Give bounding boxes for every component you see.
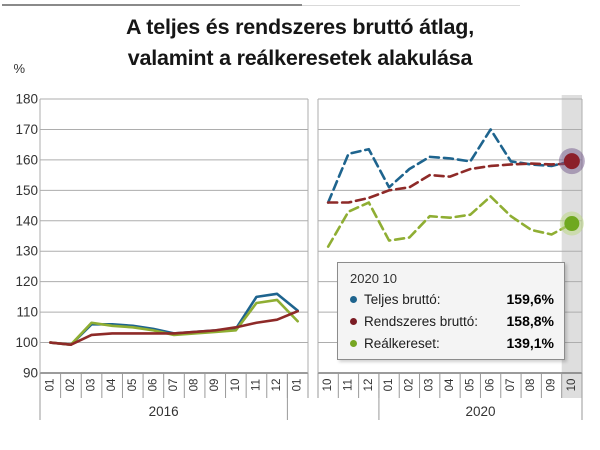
x-tick-label: 08: [189, 379, 201, 392]
legend-label: Teljes bruttó:: [364, 291, 441, 307]
year-label: 2020: [465, 404, 495, 419]
x-tick-label: 06: [147, 379, 159, 392]
chart-title: A teljes és rendszeres bruttó átlag, val…: [0, 12, 600, 74]
rendszeres-brutto-bullet-icon: [350, 317, 357, 325]
tooltip-period: 2020 10: [350, 271, 397, 286]
x-tick-label: 09: [209, 379, 221, 392]
chart-title-line2: valamint a reálkeresetek alakulása: [127, 46, 473, 70]
x-tick-label: 10: [566, 379, 578, 392]
svg-text:120: 120: [15, 274, 38, 289]
x-tick-label: 05: [127, 379, 139, 392]
legend-label: Rendszeres bruttó:: [364, 313, 479, 329]
svg-text:100: 100: [15, 335, 38, 350]
x-tick-label: 05: [464, 379, 476, 392]
x-tick-label: 07: [168, 379, 180, 392]
legend-item-teljes: Teljes bruttó: 159,6%: [350, 291, 554, 307]
x-tick-label: 07: [505, 379, 517, 392]
svg-text:90: 90: [23, 366, 38, 381]
x-tick-label: 03: [86, 379, 98, 392]
x-tick-label: 01: [292, 379, 304, 392]
year-label: 2016: [149, 404, 179, 419]
divider-line: [2, 4, 302, 6]
realkereset-bullet-icon: [350, 339, 357, 347]
x-tick-label: 11: [250, 379, 262, 391]
endpoint-marker: [563, 153, 580, 170]
x-tick-label: 01: [44, 379, 56, 392]
right-chart-2020: 10 11 12 01 02 03 04 05 06 07 08 09 10 2020: [317, 95, 585, 420]
endpoint-marker: [564, 216, 580, 232]
chart-title-line1: A teljes és rendszeres bruttó átlag,: [125, 15, 475, 39]
x-tick-label: 09: [546, 379, 558, 392]
divider-line-light: [302, 5, 520, 6]
teljes-brutto-bullet-icon: [350, 295, 357, 303]
x-tick-label: 08: [525, 379, 537, 392]
x-tick-label: 10: [322, 379, 334, 392]
x-tick-label: 04: [106, 378, 118, 391]
svg-text:160: 160: [15, 152, 38, 167]
tooltip-box: 2020 10 Teljes bruttó: 159,6% Rendszeres…: [337, 262, 565, 360]
x-tick-label: 02: [403, 379, 415, 392]
svg-text:170: 170: [15, 122, 38, 137]
legend-value: 158,8%: [506, 313, 554, 329]
legend-item-rendszeres: Rendszeres bruttó: 158,8%: [350, 313, 554, 329]
svg-text:150: 150: [15, 183, 38, 198]
svg-text:%: %: [13, 61, 25, 76]
legend-value: 159,6%: [506, 291, 554, 307]
svg-text:130: 130: [15, 244, 38, 259]
y-axis: % 180 170 160 150 140 130 120 110 100 90: [13, 61, 38, 381]
x-tick-label: 01: [383, 379, 395, 392]
x-tick-label: 02: [65, 379, 77, 392]
series-teljes: [326, 128, 574, 204]
legend-value: 139,1%: [506, 335, 554, 351]
svg-text:140: 140: [15, 213, 38, 228]
series-rendszeres: [49, 309, 299, 346]
series-rendszeres: [326, 162, 574, 204]
legend-item-realkereset: Reálkereset: 139,1%: [350, 335, 554, 351]
left-chart-2016: 01 02 03 04 05 06 07 08 09 10 11 12 01 2016: [39, 98, 309, 420]
legend-label: Reálkereset:: [364, 335, 440, 351]
x-tick-label: 04: [444, 378, 456, 391]
series-real: [326, 195, 574, 248]
x-tick-label: 11: [342, 379, 354, 391]
x-tick-label: 03: [424, 379, 436, 392]
x-tick-label: 12: [271, 379, 283, 392]
svg-text:180: 180: [15, 92, 38, 107]
x-tick-label: 10: [230, 379, 242, 392]
series-real: [49, 298, 299, 346]
x-tick-label: 12: [363, 379, 375, 392]
svg-text:110: 110: [16, 305, 38, 320]
x-tick-label: 06: [485, 379, 497, 392]
